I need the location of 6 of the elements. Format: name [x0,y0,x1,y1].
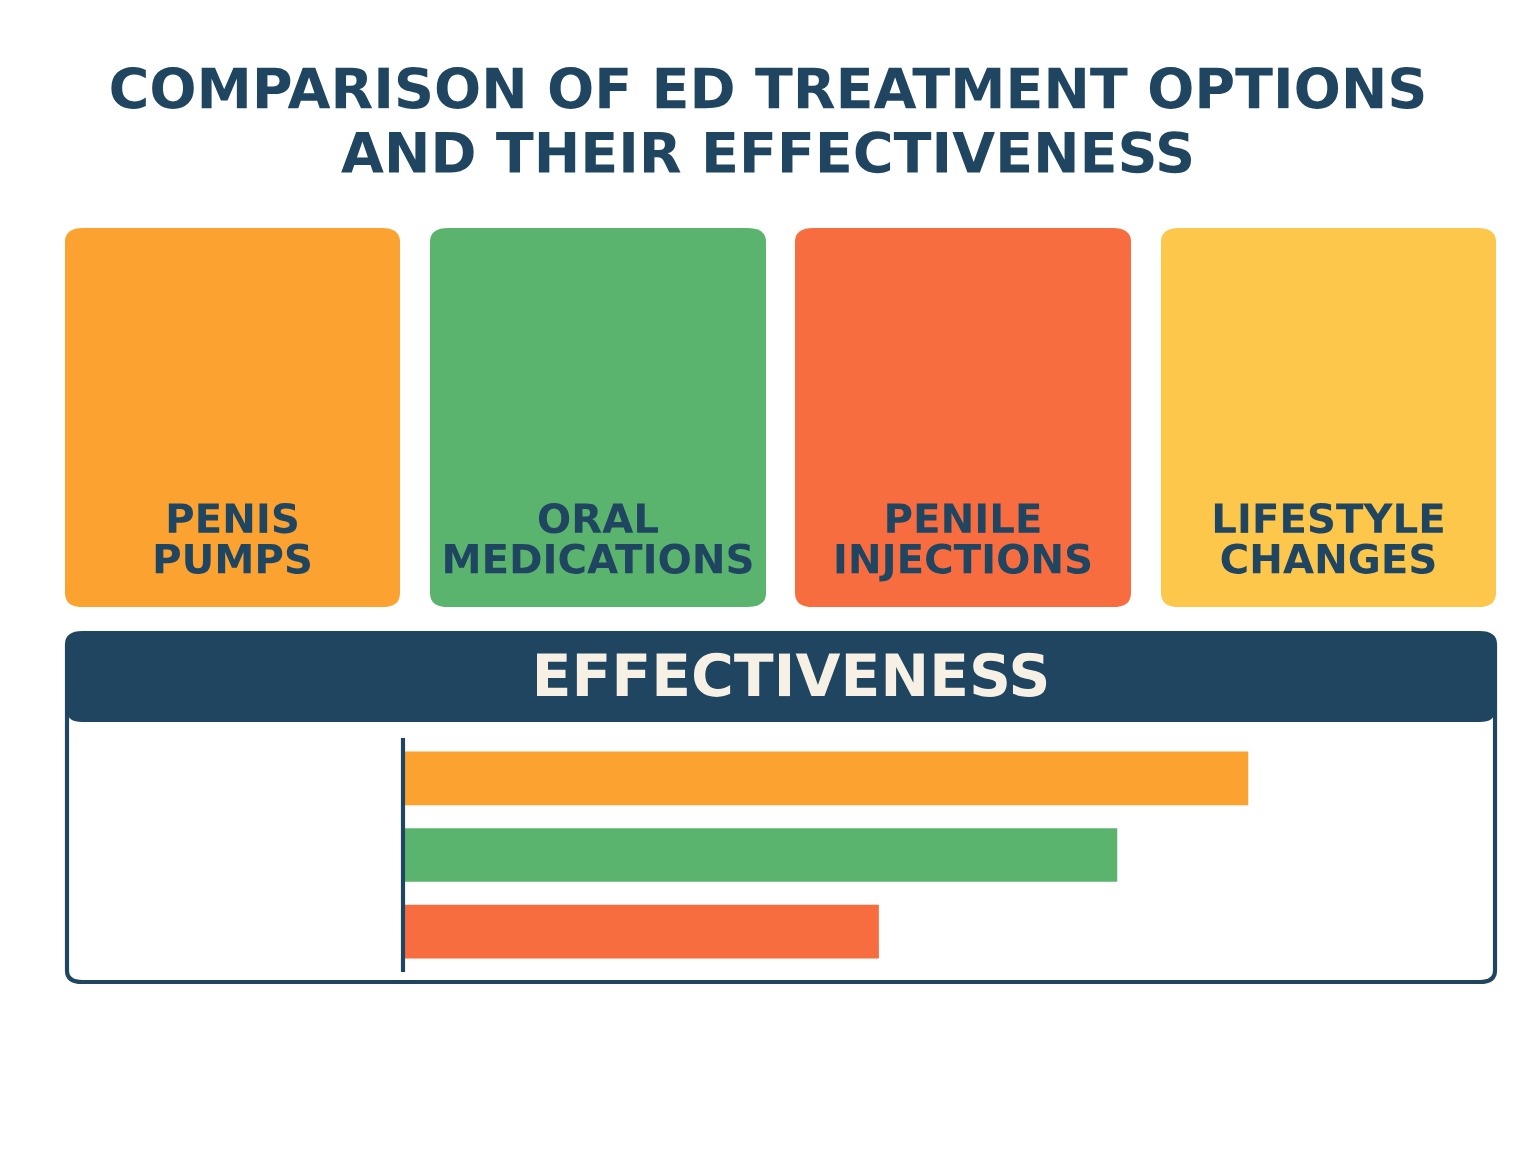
text: PENIS PUMPS [155,502,310,574]
text: LIFESTYLE CHANGES [1214,502,1443,574]
text: ORAL MEDICATIONS [445,502,752,574]
chart-subtitle: EFFECTIVENESS [537,652,1047,697]
text: PENILE INJECTIONS [836,503,1091,582]
chart-title: COMPARISON OF ED TREATMENT OPTIONS AND THEIR EFFECTIVENESS [111,66,1424,174]
